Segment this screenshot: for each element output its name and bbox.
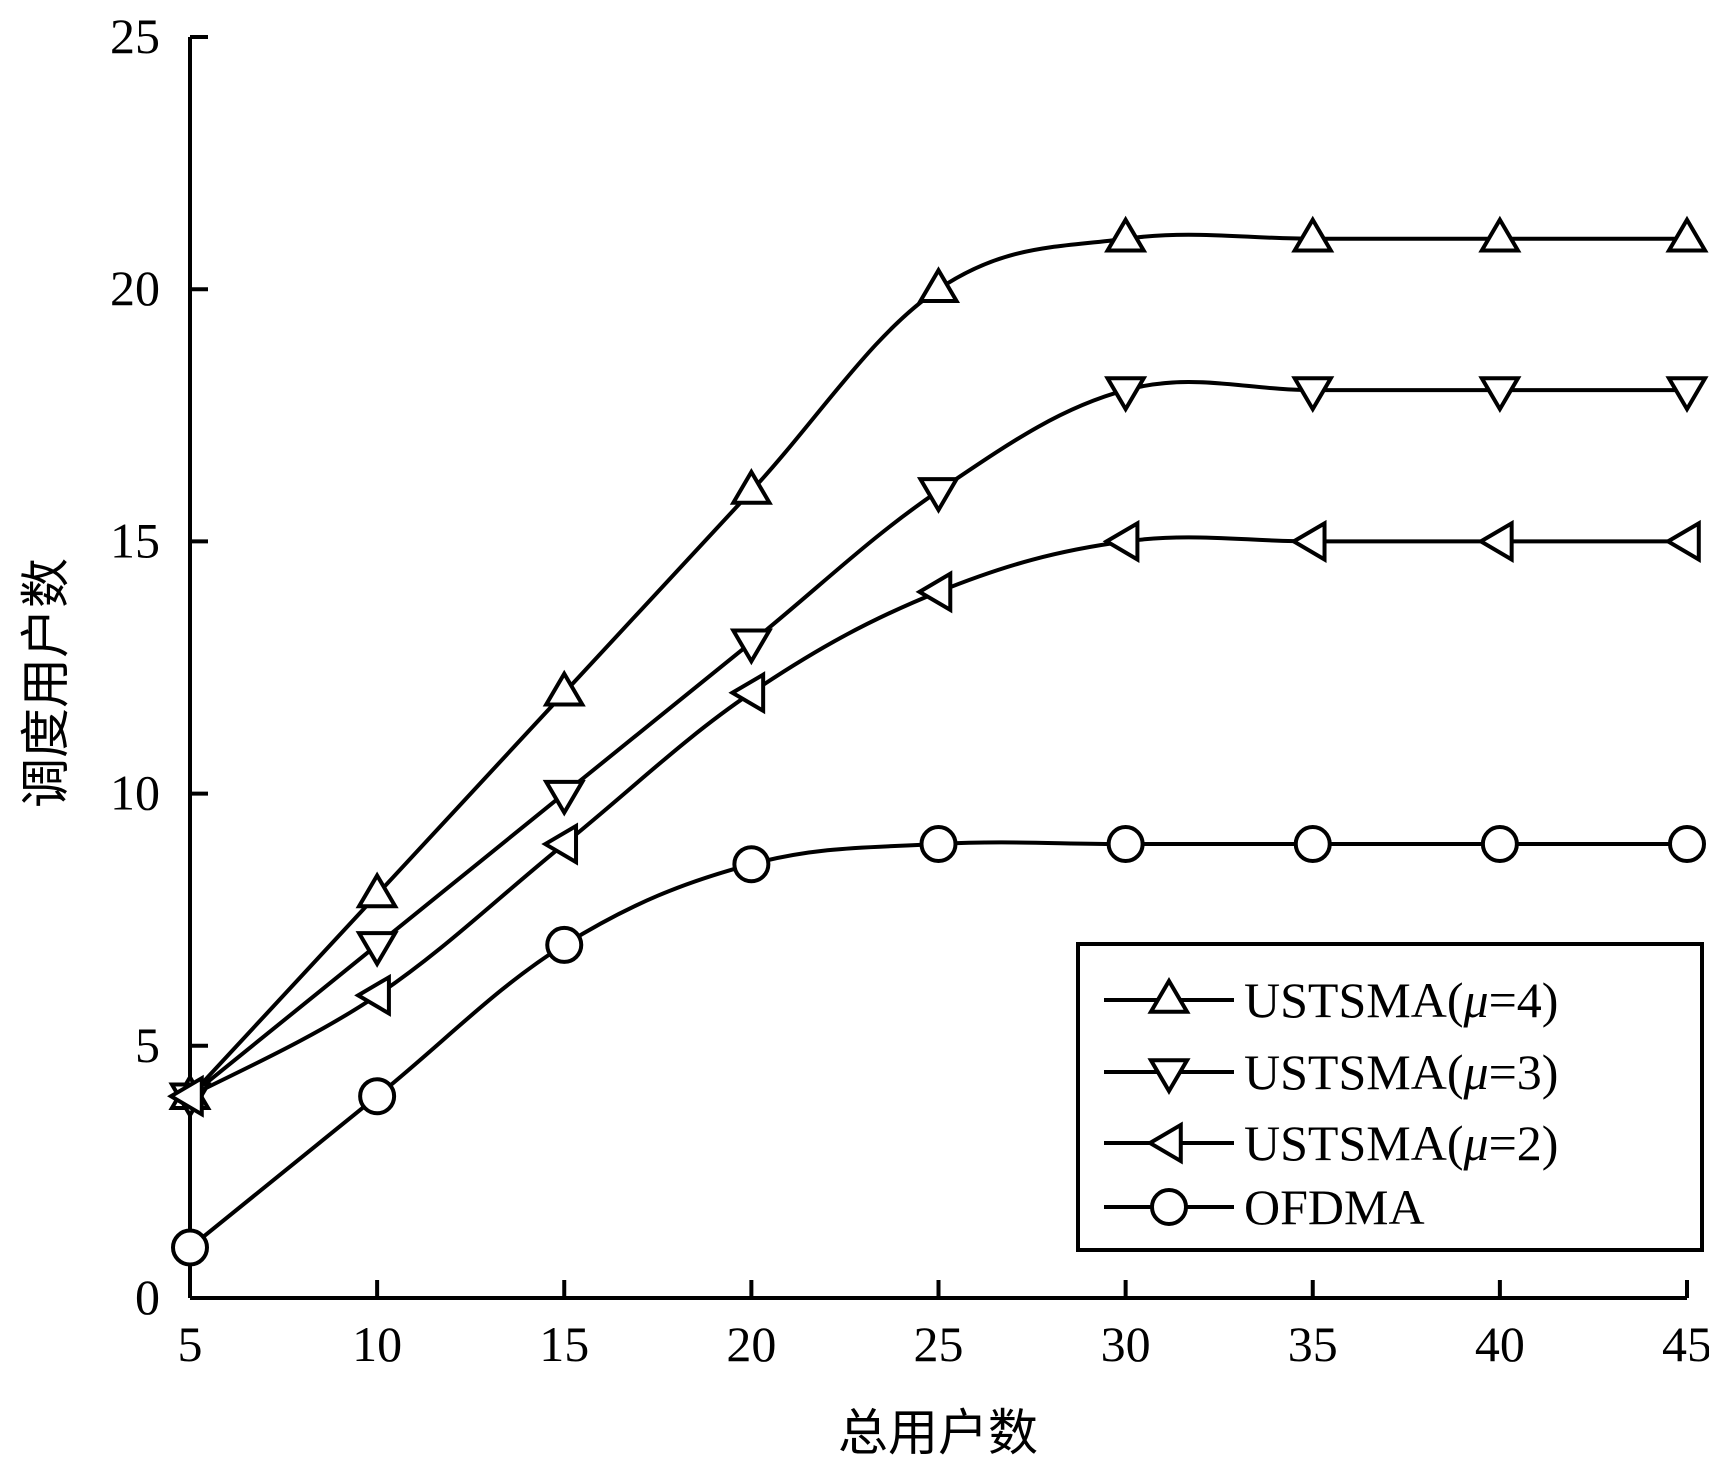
marker-triangle-down <box>729 628 773 666</box>
marker-circle <box>1293 825 1332 864</box>
marker-circle <box>732 845 771 884</box>
marker-circle <box>1150 1188 1188 1226</box>
marker-circle <box>171 1228 209 1267</box>
x-tick-label: 40 <box>1475 1316 1525 1372</box>
marker-triangle-down <box>1104 376 1148 414</box>
marker-triangle-left <box>1289 519 1327 563</box>
marker-circle <box>1106 825 1145 864</box>
marker-triangle-left <box>1664 519 1701 563</box>
marker-circle <box>358 1077 397 1116</box>
marker-triangle-left <box>1476 519 1514 563</box>
legend-item-2: USTSMA(μ=3) <box>1104 1044 1558 1100</box>
marker-triangle-left <box>728 671 766 715</box>
legend-label: USTSMA(μ=3) <box>1244 1044 1558 1100</box>
marker-triangle-up <box>355 871 399 909</box>
legend-item-3: USTSMA(μ=2) <box>1104 1115 1558 1171</box>
marker-triangle-left <box>167 1074 204 1118</box>
y-tick-label: 10 <box>110 765 160 821</box>
marker-triangle-up <box>542 669 586 707</box>
marker-circle <box>1668 825 1706 864</box>
marker-triangle-down <box>1478 376 1522 414</box>
marker-circle <box>545 925 584 964</box>
legend: USTSMA(μ=4) USTSMA(μ=3) USTSMA(μ=2) OFDMA <box>1076 942 1704 1252</box>
y-tick-label: 20 <box>110 260 160 316</box>
x-tick-label: 20 <box>726 1316 776 1372</box>
legend-item-4: OFDMA <box>1104 1179 1425 1235</box>
marker-triangle-left <box>1102 519 1140 563</box>
y-tick-label: 15 <box>110 512 160 568</box>
marker-triangle-left <box>915 570 953 614</box>
marker-triangle-down <box>916 477 961 514</box>
x-tick-label: 45 <box>1662 1316 1709 1372</box>
marker-triangle-up <box>916 266 961 303</box>
marker-triangle-down <box>355 931 399 968</box>
marker-triangle-up <box>1147 977 1191 1014</box>
marker-triangle-down <box>1665 376 1709 414</box>
marker-triangle-left <box>1146 1121 1183 1165</box>
marker-triangle-up <box>1478 215 1522 253</box>
marker-circle <box>919 825 958 864</box>
series-3 <box>167 519 1701 1118</box>
y-tick-label: 0 <box>135 1269 160 1325</box>
series-line <box>188 380 1687 1098</box>
legend-label: USTSMA(μ=4) <box>1244 972 1558 1028</box>
y-axis-title: 调度用户数 <box>17 558 75 808</box>
marker-triangle-down <box>1147 1058 1191 1095</box>
marker-triangle-left <box>354 973 391 1017</box>
x-tick-label: 15 <box>539 1316 589 1372</box>
x-axis-title: 总用户数 <box>838 1404 1038 1462</box>
x-tick-label: 30 <box>1101 1316 1151 1372</box>
marker-triangle-down <box>542 779 586 817</box>
marker-triangle-up <box>1291 215 1335 253</box>
series-line <box>188 232 1687 1098</box>
series-1 <box>168 215 1709 1111</box>
legend-label: OFDMA <box>1244 1179 1425 1235</box>
series-line <box>188 840 1687 1250</box>
x-tick-label: 10 <box>352 1316 402 1372</box>
series-group <box>167 215 1709 1267</box>
x-tick-label: 35 <box>1288 1316 1338 1372</box>
marker-triangle-up <box>729 468 773 505</box>
x-tick-label: 5 <box>178 1316 203 1372</box>
legend-label: USTSMA(μ=2) <box>1244 1115 1558 1171</box>
y-tick-label: 25 <box>110 8 160 64</box>
marker-triangle-up <box>1104 215 1148 253</box>
marker-triangle-down <box>1291 376 1335 414</box>
legend-item-1: USTSMA(μ=4) <box>1104 972 1558 1028</box>
series-line <box>189 535 1687 1099</box>
marker-triangle-left <box>541 822 579 866</box>
series-4 <box>171 825 1706 1267</box>
x-tick-label: 25 <box>914 1316 964 1372</box>
marker-triangle-up <box>1665 215 1709 253</box>
marker-circle <box>1480 825 1519 864</box>
y-tick-label: 5 <box>135 1017 160 1073</box>
